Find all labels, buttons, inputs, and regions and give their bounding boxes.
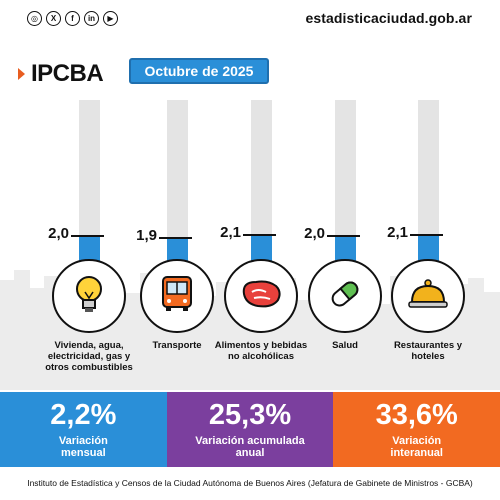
steak-icon xyxy=(238,274,284,319)
stat-label-line2: mensual xyxy=(61,447,106,459)
category-label: Vivienda, agua, electricidad, gas y otro… xyxy=(45,340,133,373)
footer-credit: Instituto de Estadística y Censos de la … xyxy=(27,478,473,488)
period-badge: Octubre de 2025 xyxy=(129,58,269,84)
bar-track xyxy=(251,100,272,269)
bar-track xyxy=(335,100,356,269)
bar-value-tick xyxy=(159,236,192,239)
bar-value-label: 2,1 xyxy=(387,223,408,241)
stat-label-line1: Variación xyxy=(392,435,442,447)
bar-value-tick xyxy=(327,235,360,238)
stats-strip: 2,2% Variación mensual 25,3% Variación a… xyxy=(0,392,500,467)
stat-value: 33,6% xyxy=(375,399,458,431)
bus-icon xyxy=(156,273,198,320)
stat-monthly: 2,2% Variación mensual xyxy=(0,392,167,467)
bar-track xyxy=(167,100,188,269)
category-icon-circle xyxy=(52,259,126,333)
bar-track xyxy=(79,100,100,269)
stat-value: 2,2% xyxy=(50,399,117,431)
category-label: Salud xyxy=(332,340,358,351)
youtube-icon[interactable]: ▶ xyxy=(103,11,118,26)
category-icon-circle xyxy=(224,259,298,333)
instagram-icon[interactable]: ◎ xyxy=(27,11,42,26)
x-icon[interactable]: X xyxy=(46,11,61,26)
stat-accumulated: 25,3% Variación acumulada anual xyxy=(166,392,334,467)
pill-icon xyxy=(325,274,365,319)
stat-yearly: 33,6% Variación interanual xyxy=(333,392,500,467)
category-icon-circle xyxy=(140,259,214,333)
stat-label-line1: Variación xyxy=(58,435,108,447)
bar-value-label: 2,0 xyxy=(48,225,69,243)
arrow-icon xyxy=(18,68,25,80)
bar-value-label: 1,9 xyxy=(136,226,157,244)
bar-value-tick xyxy=(243,233,276,236)
bar-value-tick xyxy=(410,233,443,236)
category-label: Transporte xyxy=(152,340,202,351)
bar-value-label: 2,0 xyxy=(304,225,325,243)
stat-label-line1: Variación acumulada xyxy=(195,435,305,447)
lightbulb-icon xyxy=(69,272,109,321)
brand: IPCBA xyxy=(18,60,104,88)
category-label: Restaurantes y hoteles xyxy=(393,340,463,362)
site-url[interactable]: estadisticaciudad.gob.ar xyxy=(305,10,472,26)
social-icons: ◎ X f in ▶ xyxy=(27,11,118,26)
category-label: Alimentos y bebidas no alcohólicas xyxy=(214,340,308,362)
stat-label-line2: anual xyxy=(235,447,265,459)
category-icon-circle xyxy=(308,259,382,333)
stat-label-line2: interanual xyxy=(390,447,443,459)
facebook-icon[interactable]: f xyxy=(65,11,80,26)
brand-name: IPCBA xyxy=(31,60,104,87)
bar-value-label: 2,1 xyxy=(220,223,241,241)
stat-value: 25,3% xyxy=(208,399,292,431)
linkedin-icon[interactable]: in xyxy=(84,11,99,26)
bar-track xyxy=(418,100,439,269)
cloche-icon xyxy=(405,274,451,319)
bar-value-tick xyxy=(71,235,104,238)
category-icon-circle xyxy=(391,259,465,333)
